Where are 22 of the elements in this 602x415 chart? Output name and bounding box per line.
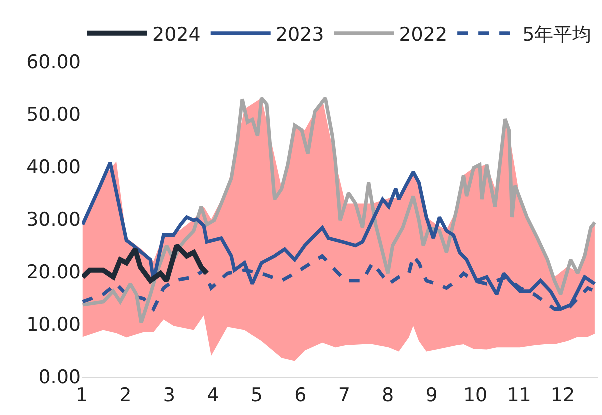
- y-tick-label: 60.00: [26, 52, 81, 74]
- y-tick-label: 30.00: [26, 209, 81, 232]
- x-tick-label: 11: [507, 384, 532, 406]
- line-series: [82, 161, 597, 312]
- y-tick-label: 40.00: [26, 156, 81, 179]
- x-tick-label: 12: [550, 384, 576, 406]
- x-tick-label: 8: [382, 384, 394, 406]
- legend-label: 5年平均: [522, 24, 592, 46]
- x-tick-label: 10: [463, 384, 488, 406]
- legend-label: 2023: [276, 24, 324, 46]
- x-tick-label: 2: [120, 384, 132, 406]
- legend-label: 2022: [399, 24, 448, 46]
- x-tick-label: 3: [163, 384, 176, 406]
- x-tick-label: 6: [294, 384, 307, 406]
- legend-label: 2024: [152, 24, 201, 46]
- y-tick-label: 10.00: [26, 314, 81, 336]
- y-tick-label: 20.00: [26, 262, 81, 284]
- x-tick-label: 5: [250, 384, 263, 406]
- x-tick-label: 4: [207, 384, 220, 406]
- x-tick-label: 9: [426, 384, 438, 406]
- x-tick-label: 7: [338, 384, 350, 406]
- y-tick-label: 50.00: [26, 104, 81, 126]
